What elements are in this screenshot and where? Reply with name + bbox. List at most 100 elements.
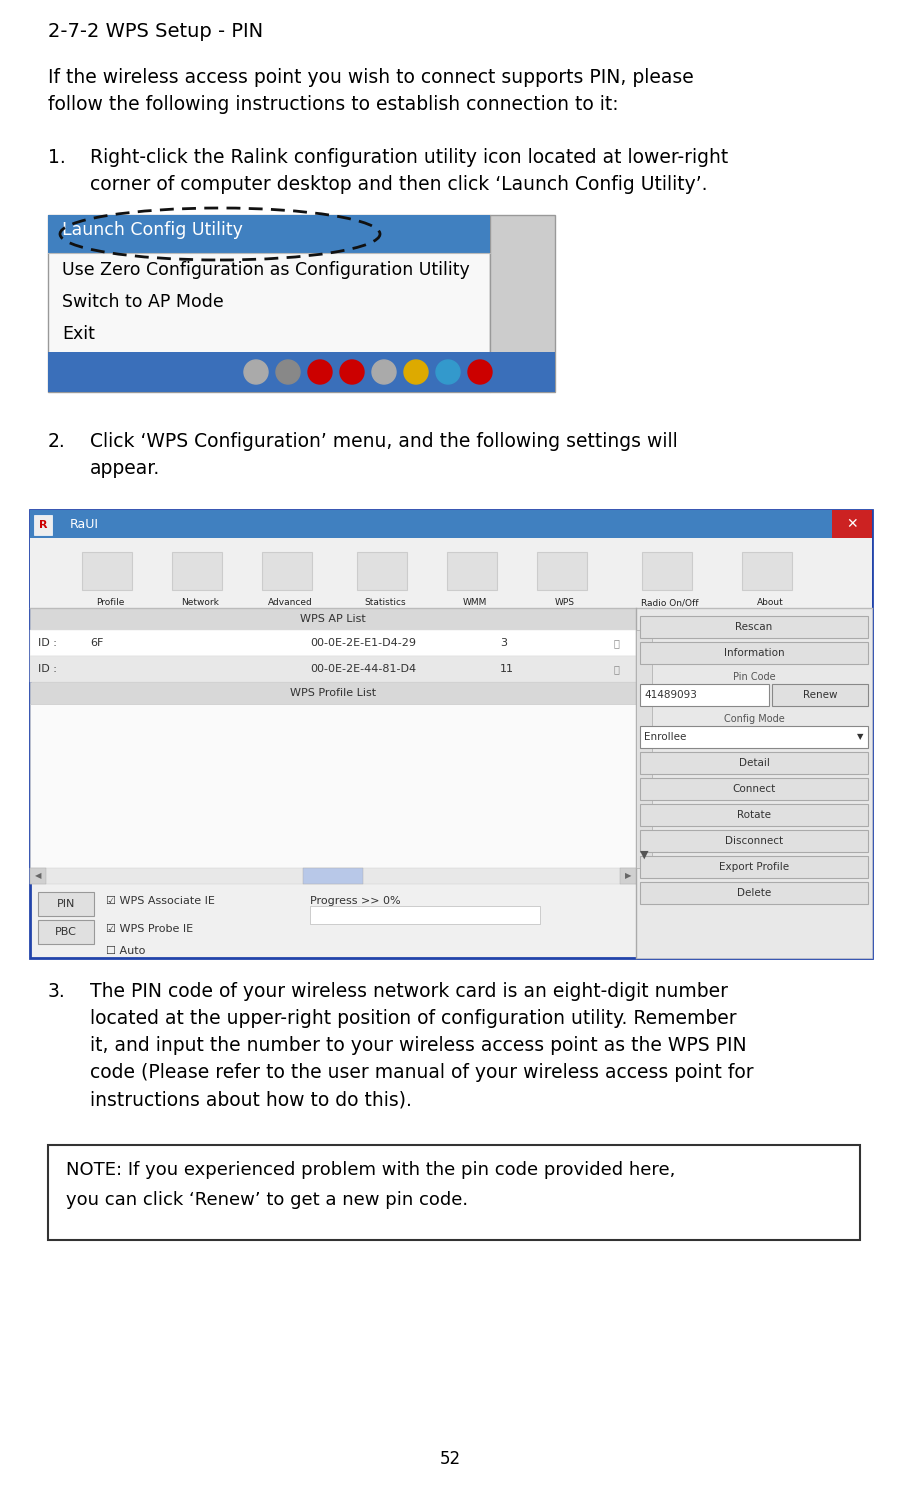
FancyBboxPatch shape xyxy=(642,551,692,590)
Text: WPS AP List: WPS AP List xyxy=(300,614,366,624)
FancyBboxPatch shape xyxy=(640,779,868,799)
Text: Use Zero Configuration as Configuration Utility: Use Zero Configuration as Configuration … xyxy=(62,262,469,279)
FancyBboxPatch shape xyxy=(172,551,222,590)
Text: Network: Network xyxy=(181,597,219,606)
Text: If the wireless access point you wish to connect supports PIN, please: If the wireless access point you wish to… xyxy=(48,68,694,88)
Text: it, and input the number to your wireless access point as the WPS PIN: it, and input the number to your wireles… xyxy=(90,1036,747,1055)
Text: 41489093: 41489093 xyxy=(644,690,696,700)
Text: About: About xyxy=(757,597,783,606)
Text: 3: 3 xyxy=(500,637,507,648)
Text: 11: 11 xyxy=(500,664,514,675)
FancyBboxPatch shape xyxy=(640,831,868,851)
FancyBboxPatch shape xyxy=(537,551,587,590)
FancyBboxPatch shape xyxy=(38,892,94,915)
FancyBboxPatch shape xyxy=(620,868,636,884)
Text: Enrollee: Enrollee xyxy=(644,733,687,742)
Text: 2-7-2 WPS Setup - PIN: 2-7-2 WPS Setup - PIN xyxy=(48,22,263,42)
Text: ID :: ID : xyxy=(38,637,57,648)
FancyBboxPatch shape xyxy=(48,215,490,392)
FancyBboxPatch shape xyxy=(48,352,555,392)
Text: ◀: ◀ xyxy=(35,871,41,881)
Text: Radio On/Off: Radio On/Off xyxy=(642,597,699,606)
Text: Renew: Renew xyxy=(803,690,837,700)
FancyBboxPatch shape xyxy=(30,510,872,538)
Text: Profile: Profile xyxy=(96,597,124,606)
Circle shape xyxy=(436,360,460,383)
Text: Export Profile: Export Profile xyxy=(719,862,789,872)
Text: ▶: ▶ xyxy=(624,871,632,881)
FancyBboxPatch shape xyxy=(30,704,636,868)
Text: 00-0E-2E-E1-D4-29: 00-0E-2E-E1-D4-29 xyxy=(310,637,416,648)
Circle shape xyxy=(468,360,492,383)
FancyBboxPatch shape xyxy=(82,551,132,590)
FancyBboxPatch shape xyxy=(30,630,636,655)
Text: you can click ‘Renew’ to get a new pin code.: you can click ‘Renew’ to get a new pin c… xyxy=(66,1190,469,1210)
FancyBboxPatch shape xyxy=(772,684,868,706)
FancyBboxPatch shape xyxy=(636,608,872,958)
Text: R: R xyxy=(39,520,47,531)
FancyBboxPatch shape xyxy=(30,868,46,884)
Text: Detail: Detail xyxy=(739,758,769,768)
Text: corner of computer desktop and then click ‘Launch Config Utility’.: corner of computer desktop and then clic… xyxy=(90,175,707,195)
Text: Advanced: Advanced xyxy=(268,597,313,606)
Text: Launch Config Utility: Launch Config Utility xyxy=(62,221,243,239)
FancyBboxPatch shape xyxy=(30,868,636,884)
FancyBboxPatch shape xyxy=(490,215,555,392)
FancyBboxPatch shape xyxy=(30,510,872,958)
Text: code (Please refer to the user manual of your wireless access point for: code (Please refer to the user manual of… xyxy=(90,1062,753,1082)
Text: Rescan: Rescan xyxy=(735,623,773,632)
Text: RaUI: RaUI xyxy=(70,517,99,531)
Text: ▼: ▼ xyxy=(640,850,648,860)
Text: follow the following instructions to establish connection to it:: follow the following instructions to est… xyxy=(48,95,619,114)
FancyBboxPatch shape xyxy=(447,551,497,590)
FancyBboxPatch shape xyxy=(640,727,868,747)
Text: Click ‘WPS Configuration’ menu, and the following settings will: Click ‘WPS Configuration’ menu, and the … xyxy=(90,432,678,450)
FancyBboxPatch shape xyxy=(636,630,652,868)
FancyBboxPatch shape xyxy=(357,551,407,590)
FancyBboxPatch shape xyxy=(640,617,868,637)
FancyBboxPatch shape xyxy=(34,516,52,535)
FancyBboxPatch shape xyxy=(38,920,94,944)
FancyBboxPatch shape xyxy=(48,1146,860,1239)
Circle shape xyxy=(340,360,364,383)
FancyBboxPatch shape xyxy=(640,883,868,903)
FancyBboxPatch shape xyxy=(30,655,636,682)
FancyBboxPatch shape xyxy=(640,856,868,878)
Text: WMM: WMM xyxy=(463,597,487,606)
Text: ☐ Auto: ☐ Auto xyxy=(106,947,145,955)
Text: Pin Code: Pin Code xyxy=(733,672,776,682)
FancyBboxPatch shape xyxy=(262,551,312,590)
Text: PBC: PBC xyxy=(55,927,77,938)
FancyBboxPatch shape xyxy=(640,804,868,826)
FancyBboxPatch shape xyxy=(310,906,540,924)
Text: WPS: WPS xyxy=(555,597,575,606)
Text: Right-click the Ralink configuration utility icon located at lower-right: Right-click the Ralink configuration uti… xyxy=(90,149,728,166)
Circle shape xyxy=(308,360,332,383)
Text: 2.: 2. xyxy=(48,432,66,450)
Circle shape xyxy=(276,360,300,383)
FancyBboxPatch shape xyxy=(303,868,363,884)
Text: ☑ WPS Probe IE: ☑ WPS Probe IE xyxy=(106,924,193,935)
Text: PIN: PIN xyxy=(57,899,75,909)
FancyBboxPatch shape xyxy=(832,510,872,538)
Text: Information: Information xyxy=(724,648,784,658)
Text: Config Mode: Config Mode xyxy=(724,713,785,724)
FancyBboxPatch shape xyxy=(640,684,769,706)
Text: Statistics: Statistics xyxy=(364,597,405,606)
Text: 3.: 3. xyxy=(48,982,66,1002)
Circle shape xyxy=(244,360,268,383)
Text: NOTE: If you experienced problem with the pin code provided here,: NOTE: If you experienced problem with th… xyxy=(66,1161,676,1178)
Text: instructions about how to do this).: instructions about how to do this). xyxy=(90,1091,412,1109)
FancyBboxPatch shape xyxy=(30,682,636,704)
Text: WPS Profile List: WPS Profile List xyxy=(290,688,376,698)
Text: ▼: ▼ xyxy=(857,733,863,742)
FancyBboxPatch shape xyxy=(48,215,490,253)
FancyBboxPatch shape xyxy=(640,752,868,774)
FancyBboxPatch shape xyxy=(742,551,792,590)
Text: The PIN code of your wireless network card is an eight-digit number: The PIN code of your wireless network ca… xyxy=(90,982,728,1002)
Text: Progress >> 0%: Progress >> 0% xyxy=(310,896,401,906)
FancyBboxPatch shape xyxy=(640,642,868,664)
Text: Disconnect: Disconnect xyxy=(725,837,783,846)
Text: Delete: Delete xyxy=(737,889,771,898)
Text: located at the upper-right position of configuration utility. Remember: located at the upper-right position of c… xyxy=(90,1009,737,1028)
